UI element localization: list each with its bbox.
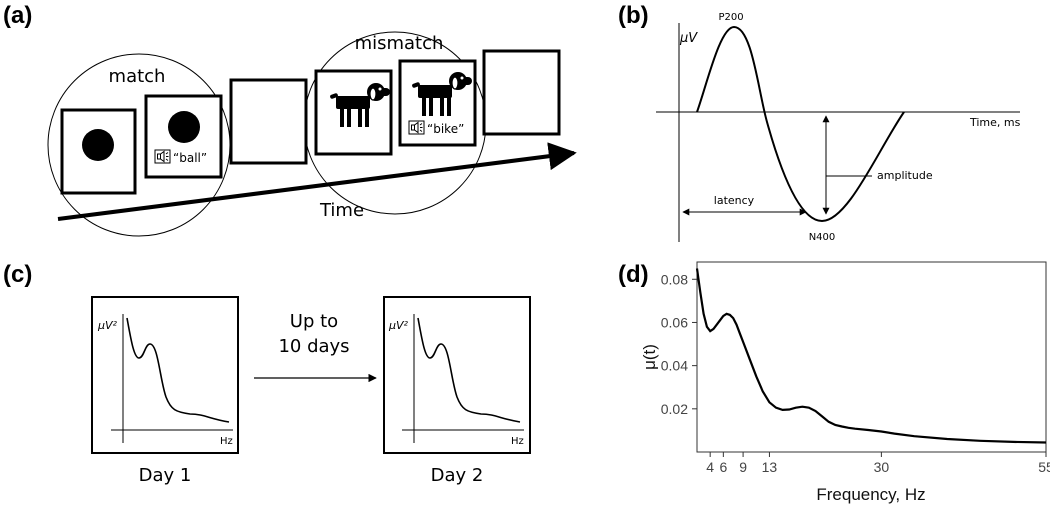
- speaker-icon: [408, 120, 425, 135]
- speaker-icon: [154, 149, 171, 164]
- x-tick-label: 4: [706, 459, 714, 475]
- panel-a-label: (a): [3, 2, 32, 29]
- panel-c-label: (c): [3, 261, 32, 288]
- x-tick-label: 13: [762, 459, 778, 475]
- x-tick-label: 9: [739, 459, 747, 475]
- day2-label: Day 2: [431, 465, 484, 486]
- y-tick-label: 0.04: [661, 358, 688, 374]
- psd-curve-day1: [126, 317, 230, 423]
- stimulus-frame-dog-1: [314, 69, 393, 156]
- psd-y-label-day1: μV²: [97, 319, 118, 332]
- y-tick-label: 0.06: [661, 314, 688, 330]
- panel-a: (a) match mismatch Time “ball” “bike”: [3, 2, 577, 237]
- x-tick-label: 30: [874, 459, 890, 475]
- arrow-caption-line1: Up to: [290, 311, 338, 332]
- ball-image: [168, 111, 200, 143]
- time-arrow: [57, 142, 577, 221]
- match-label: match: [109, 66, 166, 87]
- psd-frame-day2: [383, 296, 531, 454]
- panel-d: (d) 4 6 9 13 30 55 0.02 0.04 0.06 0.08 Frequency,…: [618, 261, 1050, 504]
- erp-x-label: Time, ms: [969, 116, 1021, 129]
- panel-b-label: (b): [618, 2, 649, 29]
- panel-d-label: (d): [618, 261, 649, 288]
- psd-y-label-day2: μV²: [388, 319, 409, 332]
- erp-waveform: [696, 25, 905, 223]
- chart-y-axis-title: μ(t): [640, 344, 659, 370]
- mismatch-label: mismatch: [355, 33, 444, 54]
- psd-frame-day1: [91, 296, 239, 454]
- panel-b: (b) μV Time, ms P200 N400 amplitude late…: [618, 2, 1021, 243]
- n400-label: N400: [809, 232, 836, 243]
- panel-c: (c) μV² Hz Day 1 Up to 10 days μV² Hz Da…: [3, 261, 531, 486]
- arrow-caption-line2: 10 days: [278, 336, 349, 357]
- erp-y-label: μV: [679, 31, 698, 46]
- chart-x-axis-title: Frequency, Hz: [816, 485, 925, 504]
- psd-x-label-day2: Hz: [511, 436, 524, 447]
- ball-image: [82, 129, 114, 161]
- amplitude-label: amplitude: [877, 169, 933, 182]
- p200-label: P200: [718, 12, 743, 23]
- psd-x-label-day1: Hz: [220, 436, 233, 447]
- ball-word: “ball”: [173, 151, 207, 165]
- chart-ticks: 4 6 9 13 30 55 0.02 0.04 0.06 0.08: [661, 271, 1050, 475]
- time-label: Time: [319, 200, 364, 221]
- psd-curve-day2: [417, 317, 521, 423]
- blank-frame-1: [229, 78, 308, 165]
- chart-plot-area: [696, 261, 1047, 453]
- y-tick-label: 0.08: [661, 271, 688, 287]
- day1-label: Day 1: [139, 465, 192, 486]
- latency-label: latency: [714, 194, 755, 207]
- blank-frame-2: [482, 49, 561, 136]
- chart-series-line: [695, 268, 1047, 444]
- x-tick-label: 6: [719, 459, 727, 475]
- y-tick-label: 0.02: [661, 401, 688, 417]
- bike-word: “bike”: [427, 122, 464, 136]
- x-tick-label: 55: [1038, 459, 1050, 475]
